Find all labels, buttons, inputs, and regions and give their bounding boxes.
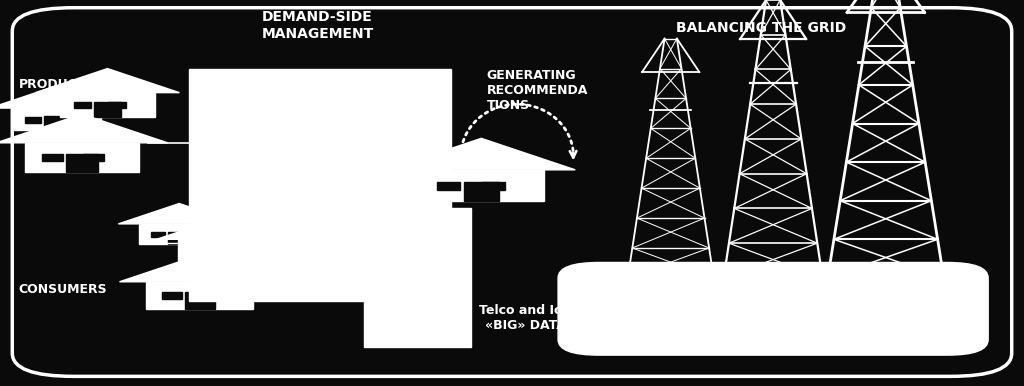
Bar [26,117,41,122]
Bar [184,292,215,309]
Bar [221,247,237,253]
Bar [151,232,166,237]
Bar [94,102,121,117]
Bar [168,232,190,244]
Bar [209,247,231,261]
Polygon shape [119,203,240,224]
Text: GENERATING
RECOMMENDA
TIONS: GENERATING RECOMMENDA TIONS [486,69,588,112]
Bar [464,182,499,201]
Text: PRODUCERS: PRODUCERS [18,78,104,91]
Bar [109,102,126,108]
Text: BALANCING THE GRID: BALANCING THE GRID [676,21,846,35]
Bar [74,102,91,108]
Bar [190,247,206,253]
Text: CONSUMERS: CONSUMERS [18,283,108,296]
Bar [42,154,62,161]
Bar [180,232,195,237]
Text: Telco and IoT
«BIG» DATA: Telco and IoT «BIG» DATA [479,304,571,332]
Bar [364,208,471,347]
Bar [83,154,103,161]
Bar [201,292,220,299]
Polygon shape [36,69,179,93]
Polygon shape [0,86,123,108]
Bar [138,224,220,244]
Bar [189,69,451,301]
Bar [482,182,505,190]
Bar [44,117,69,130]
Bar [162,292,181,299]
Bar [146,282,253,309]
Bar [12,108,100,130]
FancyBboxPatch shape [558,262,988,355]
Text: DEMAND-SIDE
MANAGEMENT: DEMAND-SIDE MANAGEMENT [261,10,374,41]
Polygon shape [0,114,168,143]
Bar [66,154,98,171]
Polygon shape [387,138,575,170]
Bar [59,93,156,117]
Polygon shape [157,218,284,239]
Bar [419,170,544,201]
Polygon shape [120,255,280,282]
Bar [437,182,460,190]
Bar [25,143,139,171]
Bar [178,239,262,261]
Bar [57,117,73,122]
